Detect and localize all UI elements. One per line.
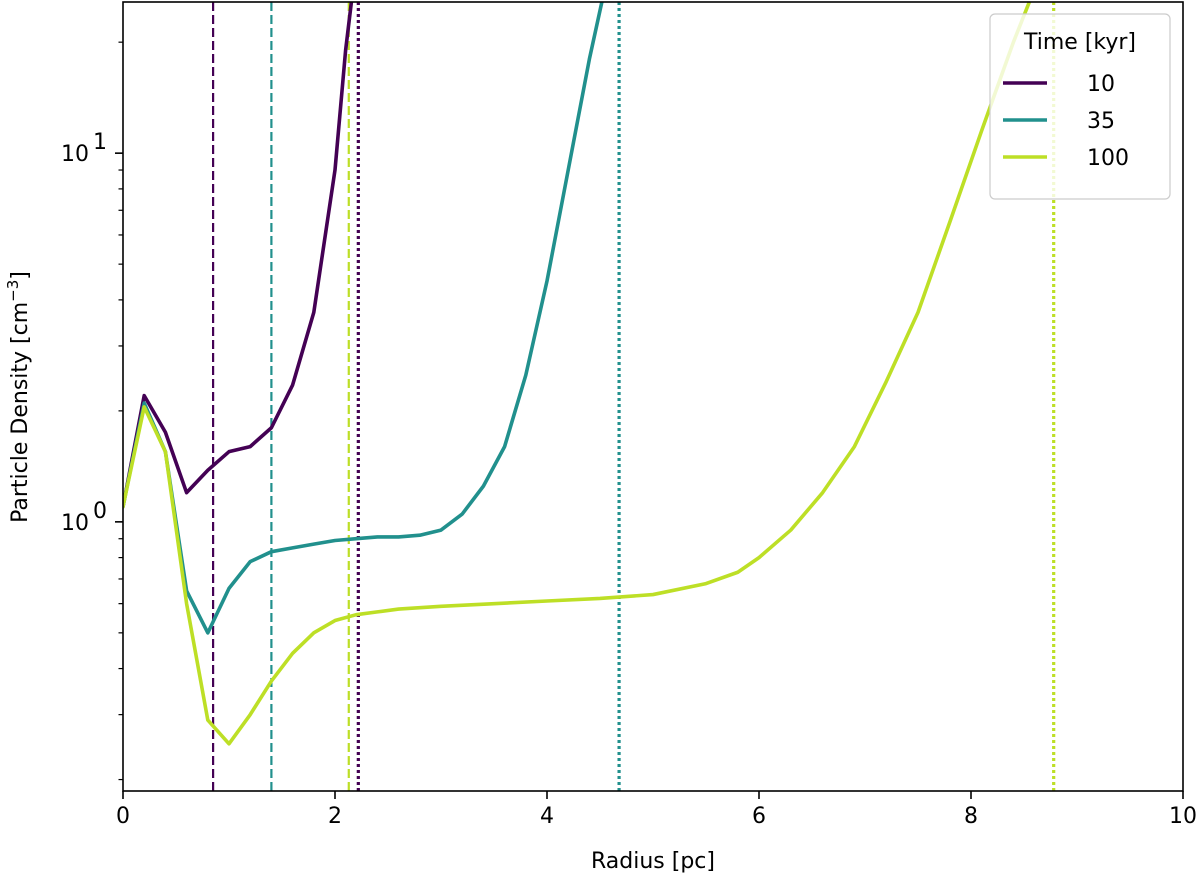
reference-lines xyxy=(212,2,1056,791)
series-line-10 xyxy=(123,2,354,509)
x-tick-label: 6 xyxy=(752,804,766,829)
x-tick-label: 0 xyxy=(116,804,130,829)
y-axis-label: Particle Density [cm−3] xyxy=(4,271,33,523)
x-axis-label: Radius [pc] xyxy=(591,849,715,874)
legend: Time [kyr] 10 35 100 xyxy=(989,13,1171,200)
series-line-35 xyxy=(123,2,604,635)
plot-frame xyxy=(122,1,1184,792)
legend-box xyxy=(989,13,1171,200)
legend-label-10: 10 xyxy=(1087,72,1115,97)
x-tick-label: 8 xyxy=(964,804,978,829)
y-axis-ticks: 100101102 xyxy=(61,41,123,781)
y-tick-label: 10 xyxy=(61,142,89,167)
legend-label-100: 100 xyxy=(1087,146,1129,171)
series-lines xyxy=(123,2,1032,746)
y-tick-exponent: 0 xyxy=(93,499,107,524)
x-tick-label: 10 xyxy=(1169,804,1197,829)
series-line-100 xyxy=(123,2,1032,746)
x-axis-ticks: 0 2 4 6 8 10 xyxy=(116,791,1197,829)
legend-label-35: 35 xyxy=(1087,109,1115,134)
y-tick-label: 10 xyxy=(61,511,89,536)
x-tick-label: 4 xyxy=(540,804,554,829)
y-tick-exponent: 1 xyxy=(93,130,107,155)
legend-title: Time [kyr] xyxy=(1023,30,1136,55)
x-tick-label: 2 xyxy=(328,804,342,829)
